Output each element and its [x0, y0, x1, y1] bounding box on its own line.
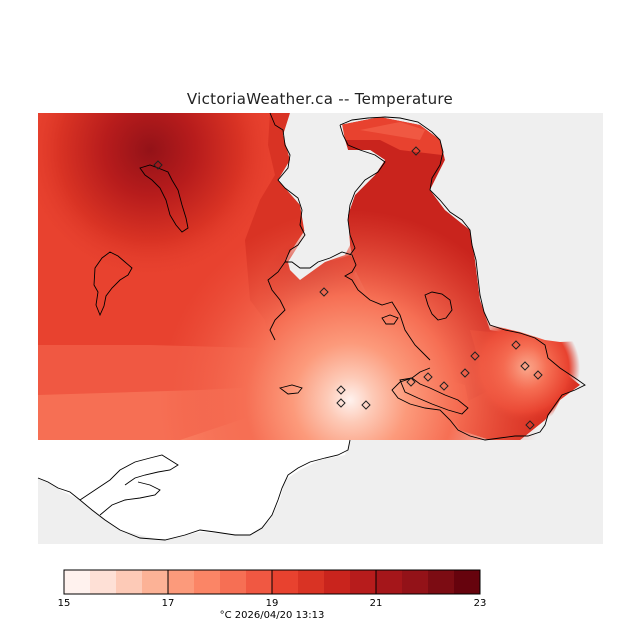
color-scale-tick-label: 17: [161, 598, 175, 609]
color-scale-swatch: [376, 570, 403, 594]
islands: [93, 164, 469, 415]
coastlines: [37, 112, 586, 541]
color-scale-tick-label: 15: [57, 598, 71, 609]
station-marker: [406, 377, 416, 387]
station-marker: [533, 370, 543, 380]
map-title: VictoriaWeather.ca -- Temperature: [186, 90, 454, 108]
station-marker: [319, 287, 329, 297]
color-scale-swatch: [298, 570, 325, 594]
color-scale-swatch: [64, 570, 91, 594]
color-scale-swatch: [428, 570, 455, 594]
color-scale-swatch: [246, 570, 273, 594]
station-marker: [336, 398, 346, 408]
color-scale-swatch: [116, 570, 143, 594]
color-scale-tick-label: 19: [265, 598, 279, 609]
color-scale-swatch: [272, 570, 299, 594]
color-scale-swatch: [194, 570, 221, 594]
station-marker: [470, 351, 480, 361]
station-markers: [153, 146, 543, 430]
station-marker: [460, 368, 470, 378]
station-marker: [520, 361, 530, 371]
color-scale-swatch: [454, 570, 481, 594]
station-marker: [361, 400, 371, 410]
color-scale-swatch: [220, 570, 247, 594]
color-scale-swatch: [324, 570, 351, 594]
color-scale-bar: [63, 569, 481, 595]
station-marker: [336, 385, 346, 395]
color-scale-swatch: [142, 570, 169, 594]
color-scale-swatch: [90, 570, 117, 594]
station-marker: [411, 146, 421, 156]
station-marker: [525, 420, 535, 430]
color-scale-swatch: [350, 570, 377, 594]
station-marker: [511, 340, 521, 350]
color-scale-swatch: [402, 570, 429, 594]
color-scale-swatch: [168, 570, 195, 594]
station-marker: [439, 381, 449, 391]
color-scale-tick-label: 23: [473, 598, 487, 609]
station-marker: [153, 160, 163, 170]
units-and-timestamp: °C 2026/04/20 13:13: [219, 610, 325, 621]
station-marker: [423, 372, 433, 382]
color-scale-tick-label: 21: [369, 598, 383, 609]
